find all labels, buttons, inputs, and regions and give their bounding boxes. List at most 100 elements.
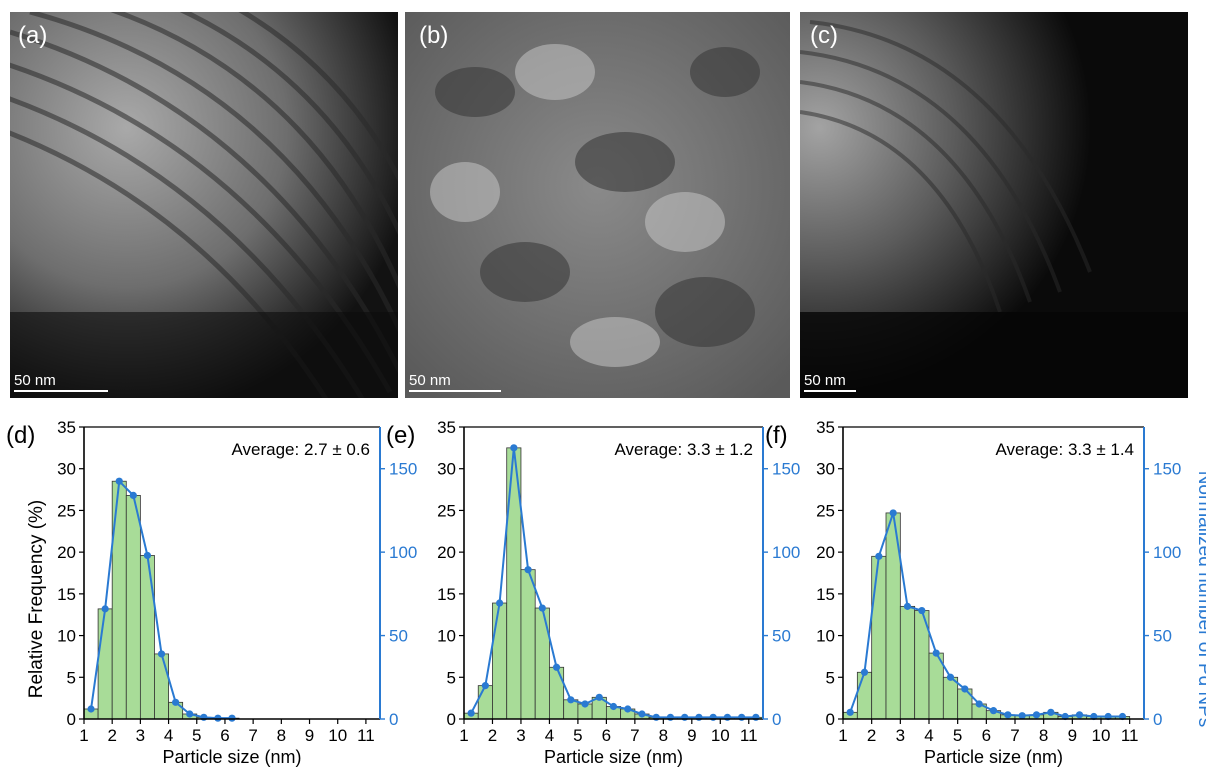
x-tick-label: 11 [1121, 726, 1139, 745]
count-point [1018, 712, 1026, 720]
histogram-bar [899, 605, 916, 720]
count-point [101, 605, 109, 613]
y-tick-label: 15 [816, 585, 835, 604]
histogram-bar [856, 671, 873, 720]
y2-tick-label: 100 [389, 543, 417, 562]
count-point [846, 708, 854, 716]
histogram-bar [492, 602, 508, 720]
x-axis-label: Particle size (nm) [924, 747, 1063, 767]
histogram-bar [942, 676, 959, 720]
x-tick-label: 2 [107, 726, 116, 745]
scale-label-b: 50 nm [409, 372, 451, 389]
y-tick-label: 5 [67, 668, 76, 687]
micrograph-c: (c) 50 nm [800, 12, 1188, 398]
y-tick-label: 25 [437, 501, 456, 520]
y2-tick-label: 150 [772, 460, 800, 479]
x-axis-label: Particle size (nm) [162, 747, 301, 767]
panel-label: (e) [386, 422, 415, 449]
panel-label: (d) [6, 422, 35, 449]
y2-tick-label: 50 [389, 627, 408, 646]
count-point [172, 698, 180, 706]
scale-bar-a [14, 390, 108, 392]
histogram-bar [125, 495, 141, 720]
y2-tick-label: 0 [389, 710, 398, 729]
count-point [567, 696, 575, 704]
count-point [860, 668, 869, 676]
x-tick-label: 4 [924, 726, 933, 745]
count-point [1032, 711, 1041, 719]
x-tick-label: 2 [867, 726, 876, 745]
y-tick-label: 15 [57, 585, 76, 604]
x-tick-label: 4 [545, 726, 554, 745]
count-point [200, 713, 208, 721]
y-tick-label: 10 [57, 627, 76, 646]
panel-label-c: (c) [810, 22, 838, 49]
count-point [595, 693, 603, 701]
count-point [681, 713, 689, 721]
y2-tick-label: 50 [1153, 627, 1172, 646]
count-point [143, 551, 152, 560]
x-tick-label: 5 [192, 726, 201, 745]
left-axis-title: Relative Frequency (%) [26, 500, 47, 699]
panel-label: (f) [765, 422, 788, 449]
count-point [214, 714, 222, 722]
y-tick-label: 35 [437, 418, 456, 437]
count-point [609, 702, 618, 711]
x-tick-label: 7 [248, 726, 257, 745]
y2-tick-label: 100 [1153, 543, 1181, 562]
x-tick-label: 1 [838, 726, 847, 745]
x-tick-label: 1 [79, 726, 88, 745]
y-tick-label: 35 [57, 418, 76, 437]
scale-bar-b [409, 390, 501, 392]
x-tick-label: 3 [516, 726, 525, 745]
panel-label-a: (a) [18, 22, 48, 49]
y-tick-label: 30 [437, 460, 456, 479]
histogram-bar [477, 685, 493, 720]
histogram-bar [154, 653, 169, 720]
y-tick-label: 25 [816, 501, 835, 520]
micrograph-b-texture [405, 12, 790, 398]
x-tick-label: 8 [277, 726, 286, 745]
histogram-bar [871, 555, 887, 720]
count-point [186, 710, 194, 718]
y-tick-label: 30 [57, 460, 76, 479]
chart-panel-1: 1 2 3 4 5 6 7 8 9 10 1105101520253035050100150(d)A… [6, 418, 417, 767]
average-annotation: Average: 2.7 ± 0.6 [232, 440, 371, 459]
y2-tick-label: 150 [389, 460, 417, 479]
count-point [695, 713, 703, 721]
count-point [889, 509, 897, 517]
y-tick-label: 10 [437, 627, 456, 646]
average-annotation: Average: 3.3 ± 1.4 [996, 440, 1135, 459]
average-annotation: Average: 3.3 ± 1.2 [615, 440, 754, 459]
y-tick-label: 20 [816, 543, 835, 562]
x-tick-label: 10 [1092, 726, 1111, 745]
x-tick-label: 11 [357, 726, 375, 745]
count-point [228, 714, 236, 722]
x-tick-label: 7 [1010, 726, 1019, 745]
y2-tick-label: 50 [772, 627, 791, 646]
count-point [129, 491, 137, 500]
y-tick-label: 5 [447, 668, 456, 687]
y-tick-label: 25 [57, 501, 76, 520]
histogram-bar [139, 555, 155, 720]
y-tick-label: 10 [816, 627, 835, 646]
scale-label-a: 50 nm [14, 372, 56, 389]
count-point [918, 606, 926, 615]
x-tick-label: 6 [220, 726, 229, 745]
count-point [946, 673, 955, 681]
count-point [961, 685, 969, 693]
x-tick-label: 6 [982, 726, 991, 745]
x-tick-label: 8 [1039, 726, 1048, 745]
count-point [652, 713, 660, 721]
count-point [467, 709, 475, 717]
count-point [624, 705, 632, 713]
x-tick-label: 2 [488, 726, 497, 745]
count-point [524, 566, 532, 574]
y-tick-label: 0 [447, 710, 456, 729]
chart-panel-3: 1 2 3 4 5 6 7 8 9 10 11 0 5 10 15 20 25 30 35 0 50 100 150 (f) A… [765, 418, 1181, 767]
x-tick-label: 9 [687, 726, 696, 745]
micrograph-c-texture [800, 12, 1188, 398]
count-point [481, 682, 489, 690]
panel-label-b: (b) [419, 22, 449, 49]
histogram-charts: Relative Frequency (%) Normalized number… [6, 418, 1206, 767]
